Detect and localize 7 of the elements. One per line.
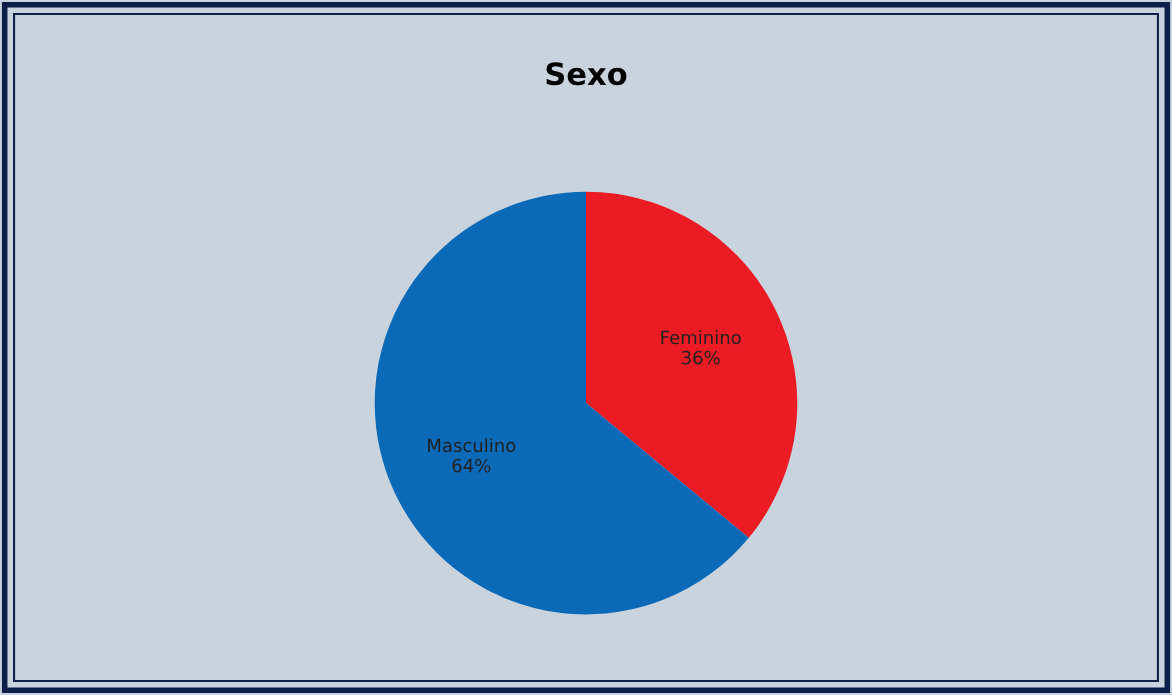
data-label: 36%: [682, 350, 720, 365]
slice-label: Masculino: [428, 438, 516, 453]
pie-slice: [586, 191, 798, 538]
pie-slice: [374, 191, 749, 615]
chart-title: Sexo: [546, 62, 627, 86]
data-label: 64%: [452, 458, 491, 473]
slice-label: Feminino: [661, 330, 741, 345]
